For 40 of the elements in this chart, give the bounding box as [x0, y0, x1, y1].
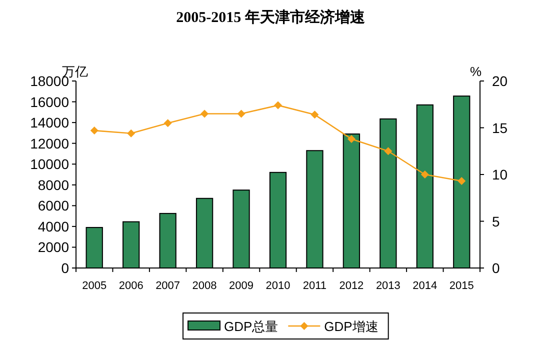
x-tick-label: 2012 — [339, 280, 364, 292]
point — [274, 101, 282, 110]
x-tick-label: 2011 — [302, 280, 327, 292]
y-tick-label: 8000 — [38, 176, 70, 193]
y2-tick-label: 0 — [492, 260, 500, 276]
point — [164, 119, 172, 128]
point — [310, 110, 319, 119]
y2-axis-title: % — [470, 64, 482, 79]
y-tick-label: 0 — [61, 260, 70, 276]
chart-title: 2005-2015 年天津市经济增速 — [176, 8, 366, 26]
x-tick-label: 2013 — [376, 280, 400, 292]
y2-tick-label: 20 — [492, 73, 508, 89]
y-tick-label: 6000 — [38, 198, 70, 214]
y-tick-label: 2000 — [38, 239, 70, 256]
y2-tick-label: 15 — [492, 120, 508, 136]
x-tick-label: 2008 — [192, 280, 217, 292]
x-tick-label: 2007 — [156, 280, 180, 292]
point — [200, 110, 209, 118]
legend-label: GDP增速 — [324, 319, 378, 334]
point — [90, 126, 98, 135]
point — [237, 110, 246, 118]
y-tick-label: 12000 — [30, 135, 70, 152]
y-tick-label: 14000 — [30, 114, 70, 131]
x-tick-label: 2006 — [118, 280, 144, 292]
point — [384, 147, 392, 156]
point — [347, 134, 356, 143]
y2-tick-label: 5 — [492, 213, 500, 230]
x-tick-label: 2014 — [412, 280, 438, 292]
point — [420, 170, 429, 178]
point — [127, 129, 136, 138]
legend-label: GDP总量 — [224, 319, 278, 334]
point — [458, 177, 466, 186]
x-tick-label: 2005 — [82, 280, 107, 292]
x-tick-label: 2010 — [266, 280, 290, 292]
x-tick-label: 2009 — [229, 280, 254, 292]
x-tick-label: 2015 — [449, 280, 474, 292]
y-tick-label: 16000 — [30, 94, 70, 110]
y-tick-label: 10000 — [30, 156, 70, 172]
y-tick-label: 4000 — [38, 218, 70, 234]
y2-tick-label: 10 — [492, 166, 508, 182]
